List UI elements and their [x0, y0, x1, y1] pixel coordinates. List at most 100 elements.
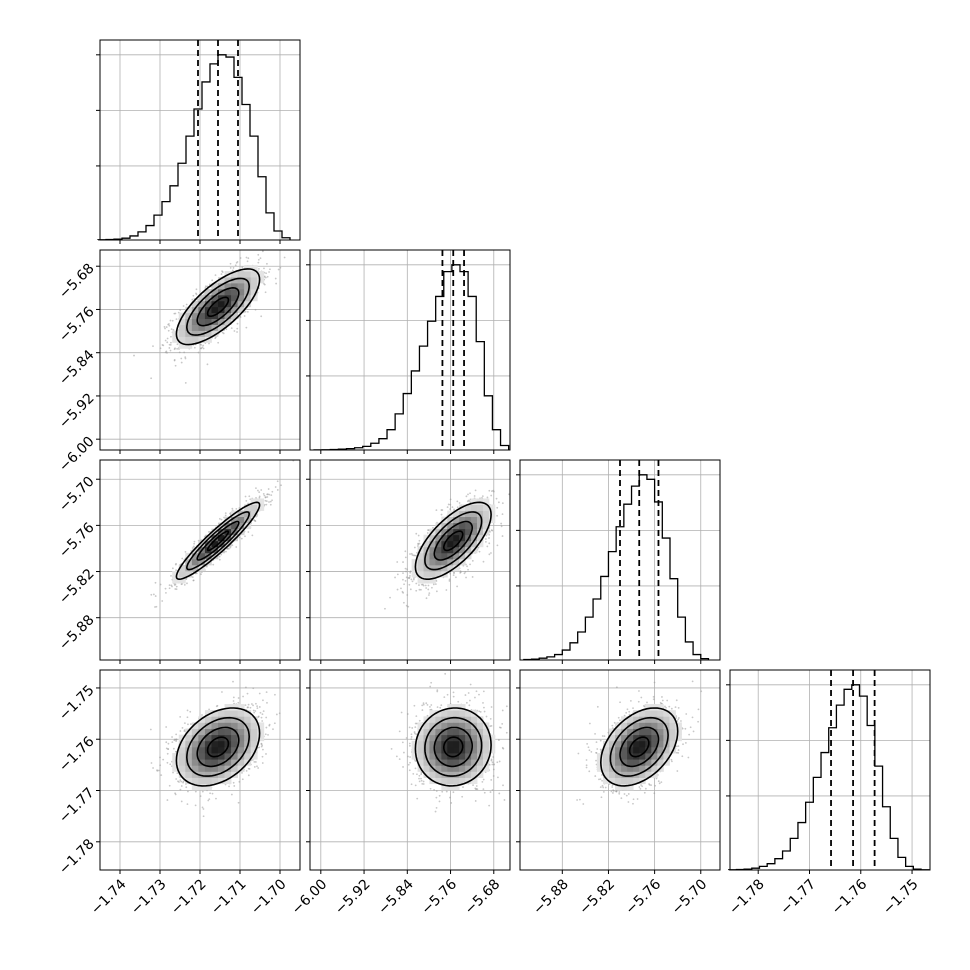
sample-point: [186, 709, 189, 712]
density-cell: [191, 312, 199, 320]
density-cell: [204, 753, 212, 760]
y-tick-label: −5.84: [56, 347, 98, 389]
density-cell: [435, 540, 442, 548]
density-cell: [459, 734, 466, 742]
density-cell: [459, 552, 466, 560]
density-cell: [645, 716, 652, 723]
density-cell: [417, 552, 424, 560]
sample-point: [426, 703, 429, 706]
sample-point: [164, 327, 166, 330]
sample-point: [469, 683, 472, 686]
density-cell: [244, 300, 252, 308]
density-cell: [231, 746, 239, 754]
contour-level-0: [206, 530, 230, 552]
density-cell: [237, 710, 245, 717]
sample-point: [398, 730, 401, 733]
sample-point: [264, 733, 267, 736]
sample-point: [244, 310, 247, 313]
density-cell: [663, 746, 670, 754]
sample-point: [194, 804, 197, 807]
density-cell: [250, 504, 258, 511]
sample-point: [681, 727, 684, 730]
sample-point: [255, 487, 257, 490]
sample-point: [150, 762, 153, 764]
sample-point: [224, 512, 227, 514]
density-cell: [250, 277, 258, 284]
density-cell: [435, 746, 442, 754]
sample-point: [238, 536, 241, 539]
sample-point: [260, 745, 263, 748]
sample-point: [280, 247, 282, 249]
sample-point: [411, 727, 414, 729]
sample-point: [409, 571, 412, 574]
sample-point: [180, 780, 183, 783]
sample-point: [501, 709, 504, 712]
sample-point: [164, 587, 167, 590]
density-cell: [633, 728, 640, 736]
density-cell: [429, 710, 436, 717]
density-cell: [237, 516, 245, 524]
density-cell: [211, 777, 219, 785]
density-cell: [482, 510, 490, 517]
density-cell: [231, 765, 239, 772]
density-cell: [191, 558, 199, 566]
sample-point: [594, 775, 597, 777]
sample-point: [436, 689, 439, 691]
sample-point: [159, 764, 162, 767]
sample-point: [254, 761, 257, 763]
density-cell: [211, 746, 219, 754]
density-cell: [204, 336, 212, 343]
density-cell: [250, 271, 258, 278]
density-cell: [482, 765, 490, 772]
sample-point: [249, 706, 252, 709]
scatter-panel-p1-p3: [99, 459, 301, 661]
density-cell: [453, 546, 460, 554]
density-cell: [465, 765, 472, 772]
density-cell: [237, 759, 245, 766]
density-cell: [257, 734, 265, 742]
sample-point: [430, 708, 433, 711]
sample-point: [511, 722, 513, 724]
density-cell: [237, 728, 245, 736]
density-cell: [465, 540, 472, 548]
sample-point: [641, 785, 644, 788]
sample-point: [163, 325, 166, 328]
sample-point: [416, 797, 419, 800]
density-cell: [218, 753, 225, 760]
density-cell: [237, 746, 245, 754]
sample-point: [245, 499, 248, 502]
sample-point: [413, 546, 416, 549]
x-tick-label: −5.76: [623, 876, 665, 918]
sample-point: [612, 792, 614, 794]
sample-point: [218, 517, 221, 520]
contour-level-3: [175, 501, 261, 581]
density-cell: [417, 740, 424, 748]
sample-point: [402, 591, 405, 594]
sample-point: [501, 513, 504, 516]
density-cell: [250, 753, 258, 760]
density-cell: [663, 716, 670, 723]
sample-point: [452, 691, 455, 694]
sample-point: [623, 714, 626, 717]
sample-point: [496, 544, 499, 547]
sample-point: [475, 788, 477, 791]
sample-point: [585, 766, 588, 769]
density-cell: [615, 759, 622, 766]
sample-point: [404, 550, 407, 553]
density-cell: [218, 528, 225, 536]
sample-point: [408, 742, 411, 745]
sample-point: [246, 692, 249, 695]
density-cell: [204, 740, 212, 748]
sample-point: [632, 798, 635, 801]
density-cell: [250, 716, 258, 723]
density-cell: [244, 282, 252, 290]
sample-point: [413, 577, 415, 580]
sample-point: [594, 733, 596, 735]
density-cell: [218, 771, 225, 778]
sample-point: [260, 489, 263, 491]
sample-point: [471, 559, 474, 562]
density-cell: [178, 765, 186, 772]
sample-point: [170, 335, 172, 338]
density-cell: [615, 746, 622, 754]
sample-point: [482, 702, 484, 704]
